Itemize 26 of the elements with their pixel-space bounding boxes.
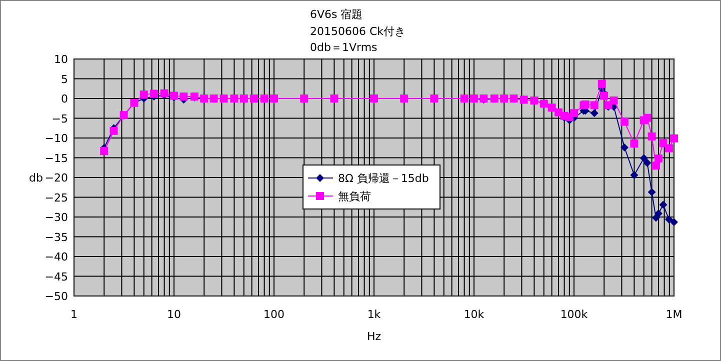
x-tick-label: 100 [264,308,284,321]
y-tick-label: 5 [61,72,68,86]
x-tick-label: 10 [167,308,181,321]
y-tick-label: 0 [61,92,68,106]
x-tick-label: 10k [464,308,485,321]
y-tick-label: 10 [54,53,68,66]
legend-label: 8Ω 負帰還－15db [338,172,429,185]
y-axis-title: db [29,172,43,184]
y-tick-label: −5 [52,112,68,126]
legend-label: 無負荷 [338,190,371,203]
chart-subtitle: 20150606 Ck付き 0db＝1Vrms [310,25,406,54]
x-tick-label: 100k [560,308,588,321]
y-tick-label: −35 [44,230,68,244]
x-axis-title: Hz [366,330,382,343]
y-tick-label: −10 [44,132,68,145]
y-tick-label: −15 [44,152,68,165]
chart-title: 6V6s 宿題 [310,8,363,21]
y-tick-label: −20 [44,172,68,184]
y-tick-label: −50 [44,290,68,303]
y-tick-label: −45 [44,270,68,284]
y-tick-label: −40 [44,250,68,264]
x-tick-label: 1 [70,308,78,321]
x-tick-label: 1k [367,308,382,321]
y-tick-label: −30 [44,211,68,224]
y-tick-label: −25 [44,191,68,204]
x-tick-label: 1M [666,308,682,321]
